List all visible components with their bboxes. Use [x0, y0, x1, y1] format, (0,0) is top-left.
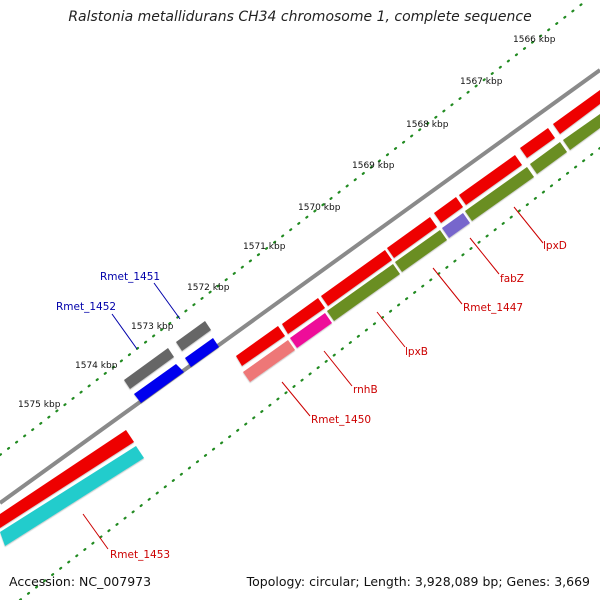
- leader-line: [469, 237, 500, 275]
- leader-line: [281, 381, 311, 417]
- tick-label: 1571 kbp: [243, 242, 286, 252]
- gene-label-lpxB[interactable]: lpxB: [405, 346, 428, 358]
- leader-line: [323, 350, 353, 387]
- gene-label-Rmet_1447[interactable]: Rmet_1447: [463, 302, 523, 314]
- leader-line: [153, 282, 181, 320]
- gene-label-fabZ[interactable]: fabZ: [500, 273, 524, 285]
- gene-feature-rna-gray-1[interactable]: [124, 321, 211, 389]
- genome-summary-text: Topology: circular; Length: 3,928,089 bp…: [246, 574, 590, 589]
- tick-label: 1567 kbp: [460, 77, 503, 87]
- gene-labels: lpxD fabZ Rmet_1447 lpxB rnhB Rmet_1450 …: [56, 240, 567, 561]
- tick-label: 1568 kbp: [406, 120, 449, 130]
- gene-label-lpxD[interactable]: lpxD: [543, 240, 567, 252]
- cds-forward-track[interactable]: [236, 90, 600, 366]
- leader-line: [82, 513, 109, 550]
- leader-line: [513, 206, 544, 244]
- cds-inner-track[interactable]: [243, 114, 600, 382]
- tick-label: 1569 kbp: [352, 161, 395, 171]
- backbone: [0, 68, 600, 505]
- tick-label: 1574 kbp: [75, 361, 118, 371]
- gene-label-Rmet_1453[interactable]: Rmet_1453: [110, 549, 170, 561]
- gene-label-Rmet_1450[interactable]: Rmet_1450: [311, 414, 371, 426]
- gene-label-Rmet_1452[interactable]: Rmet_1452: [56, 301, 116, 313]
- gene-label-leaders: [82, 206, 544, 550]
- inner-ruler-dots: [18, 146, 600, 600]
- scale-labels: 1566 kbp 1567 kbp 1568 kbp 1569 kbp 1570…: [18, 35, 556, 410]
- tick-label: 1566 kbp: [513, 35, 556, 45]
- leader-line: [111, 313, 138, 350]
- tick-label: 1572 kbp: [187, 283, 230, 293]
- tick-label: 1575 kbp: [18, 400, 61, 410]
- cds-lower-left[interactable]: [0, 430, 144, 546]
- tick-label: 1573 kbp: [131, 322, 174, 332]
- map-title: Ralstonia metallidurans CH34 chromosome …: [68, 9, 532, 25]
- leader-line: [376, 311, 406, 348]
- accession-text: Accession: NC_007973: [9, 574, 152, 589]
- leader-line: [432, 267, 463, 305]
- gene-label-Rmet_1451[interactable]: Rmet_1451: [100, 271, 160, 283]
- outer-ruler-dots: [0, 0, 589, 457]
- gene-feature-rna-blue-1[interactable]: [134, 338, 219, 403]
- tick-label: 1570 kbp: [298, 203, 341, 213]
- gene-label-rnhB[interactable]: rnhB: [353, 384, 378, 396]
